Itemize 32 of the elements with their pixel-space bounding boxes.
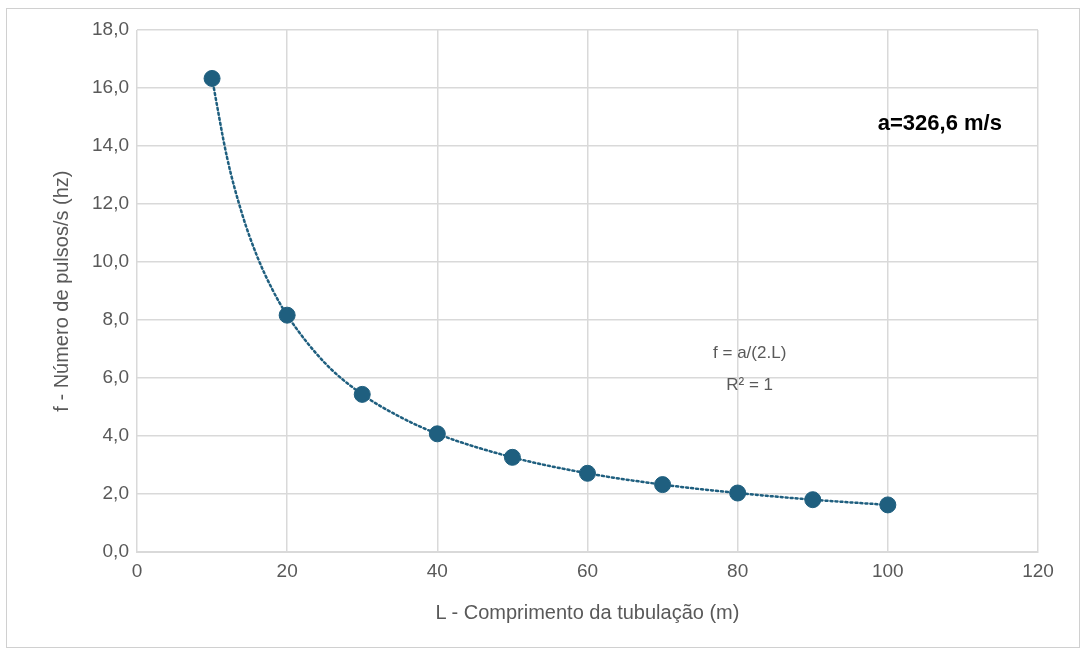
y-tick-label: 12,0 [92, 192, 129, 214]
point [804, 491, 822, 509]
y-tick-label: 16,0 [92, 76, 129, 98]
x-tick-label: 20 [276, 559, 298, 581]
annotation: a=326,6 m/s [877, 110, 1002, 136]
y-tick-label: 2,0 [102, 482, 129, 504]
annotation: f = a/(2.L) [713, 343, 787, 363]
point [203, 69, 221, 87]
x-axis-title: L - Comprimento da tubulação (m) [435, 600, 740, 623]
y-axis-title: f - Número de pulsos/s (hz) [49, 170, 72, 412]
point [428, 425, 446, 443]
y-tick-label: 14,0 [92, 134, 129, 156]
y-tick-label: 18,0 [92, 18, 129, 40]
y-tick-label: 0,0 [102, 540, 129, 562]
point [503, 448, 521, 466]
x-tick-label: 40 [426, 559, 448, 581]
point [654, 476, 672, 494]
point [353, 385, 371, 403]
x-tick-label: 0 [131, 559, 143, 581]
point [879, 496, 897, 514]
x-tick-label: 120 [1022, 559, 1054, 581]
point [578, 464, 596, 482]
y-tick-label: 10,0 [92, 250, 129, 272]
x-tick-label: 80 [727, 559, 749, 581]
point [729, 484, 747, 502]
x-tick-label: 60 [576, 559, 599, 581]
x-tick-label: 100 [871, 559, 904, 581]
point [278, 306, 296, 324]
annotation: R² = 1 [726, 374, 774, 394]
y-tick-label: 6,0 [102, 366, 129, 388]
y-tick-label: 8,0 [102, 308, 129, 330]
y-tick-label: 4,0 [102, 424, 129, 446]
